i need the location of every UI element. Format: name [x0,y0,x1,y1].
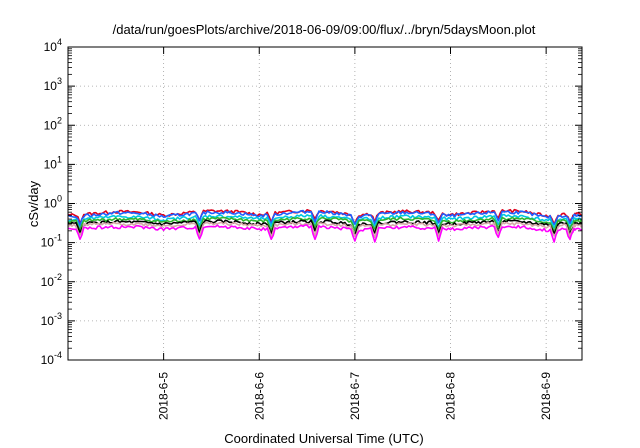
y-axis-label: cSv/day [26,180,41,227]
series-line [67,209,583,227]
x-tick-label: 2018-6-5 [157,372,171,420]
x-tick-label: 2018-6-6 [252,372,266,420]
series-line [67,224,583,243]
y-tick-label: 10-4 [41,350,62,367]
chart-title: /data/run/goesPlots/archive/2018-06-09/0… [113,22,536,37]
x-tick-label: 2018-6-7 [348,372,362,420]
y-tick-label: 104 [44,37,62,54]
y-axis: 10-4 10-3 10-2 10-1 100 101 102 103 104 [41,37,582,367]
series-line [67,216,583,233]
series-line [67,213,583,232]
y-tick-label: 100 [44,194,62,211]
x-tick-label: 2018-6-8 [444,372,458,420]
y-tick-label: 103 [44,76,62,93]
x-tick-label: 2018-6-9 [539,372,553,420]
grid [68,47,582,360]
y-tick-label: 10-2 [41,272,62,289]
series-lines [67,208,583,243]
y-tick-label: 10-3 [41,311,62,328]
x-axis: 2018-6-5 2018-6-6 2018-6-7 2018-6-8 2018-6-9 [157,47,553,420]
y-tick-label: 101 [44,154,62,171]
series-line [67,221,583,239]
y-tick-label: 10-1 [41,233,62,250]
x-axis-label: Coordinated Universal Time (UTC) [224,431,423,446]
y-tick-label: 102 [44,115,62,132]
